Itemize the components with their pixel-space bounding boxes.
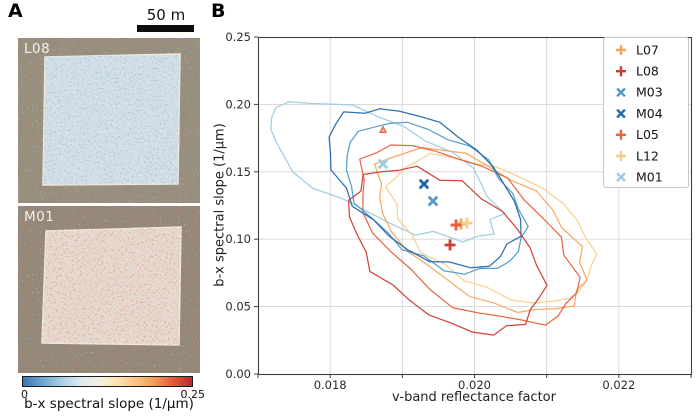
legend-label-M04: M04 <box>636 106 663 121</box>
legend-marker-M04 <box>616 108 626 119</box>
marker-L05 <box>450 219 462 231</box>
x-axis-label: v-band reflectance factor <box>392 390 556 405</box>
image-label-m01: M01 <box>24 209 55 225</box>
legend-marker-L05 <box>616 129 626 140</box>
y-tick-label-0.15: 0.15 <box>225 165 251 179</box>
x-tick-label-0.020: 0.020 <box>458 378 491 392</box>
contour-L07 <box>373 146 588 314</box>
contour-L12 <box>384 152 598 304</box>
image-l08: L08 <box>18 38 200 203</box>
colorbar-max-label: 0.25 <box>180 388 206 401</box>
legend-marker-L12 <box>616 151 626 161</box>
y-tick-label-0.20: 0.20 <box>225 97 251 111</box>
contour-L08 <box>348 165 548 336</box>
marker-L12 <box>461 217 473 229</box>
legend-label-L12: L12 <box>636 148 659 163</box>
image-m01-texture <box>18 206 200 373</box>
image-l08-texture <box>18 38 200 203</box>
scale-bar-label: 50 m <box>146 6 186 24</box>
contour-L05 <box>359 144 581 326</box>
legend-box <box>603 37 689 188</box>
marker-M04 <box>418 178 430 190</box>
image-m01: M01 <box>18 206 200 373</box>
marker-M01 <box>377 158 389 170</box>
colorbar <box>22 376 193 387</box>
colorbar-min-label: 0 <box>21 388 28 401</box>
marker-M03 <box>427 195 439 207</box>
legend-marker-L07 <box>616 45 626 55</box>
panel-a-label: A <box>8 0 23 22</box>
scale-bar <box>137 25 194 32</box>
image-label-l08: L08 <box>24 41 51 57</box>
legend-label-L07: L07 <box>636 42 659 57</box>
contour-M01 <box>270 101 506 243</box>
y-tick-label-0.25: 0.25 <box>225 30 251 44</box>
colorbar-caption: b-x spectral slope (1/μm) <box>24 396 194 412</box>
marker-L08 <box>444 239 456 251</box>
legend-label-L08: L08 <box>636 64 659 79</box>
legend-marker-L08 <box>616 66 626 77</box>
x-tick-label-0.018: 0.018 <box>314 378 347 392</box>
legend-label-M01: M01 <box>636 170 663 185</box>
legend-label-M03: M03 <box>636 85 663 100</box>
panel-b-label: B <box>211 0 226 22</box>
legend-label-L05: L05 <box>636 127 659 142</box>
contour-M04 <box>328 108 522 269</box>
y-tick-label-0.10: 0.10 <box>225 232 251 246</box>
y-tick-label-0.00: 0.00 <box>225 367 251 381</box>
legend-marker-M01 <box>616 172 626 182</box>
outlier-L05 <box>378 125 388 134</box>
y-axis-label: b-x spectral slope (1/μm) <box>212 123 228 287</box>
y-tick-label-0.05: 0.05 <box>225 300 251 314</box>
x-tick-label-0.022: 0.022 <box>602 378 635 392</box>
legend-marker-M03 <box>616 87 626 98</box>
